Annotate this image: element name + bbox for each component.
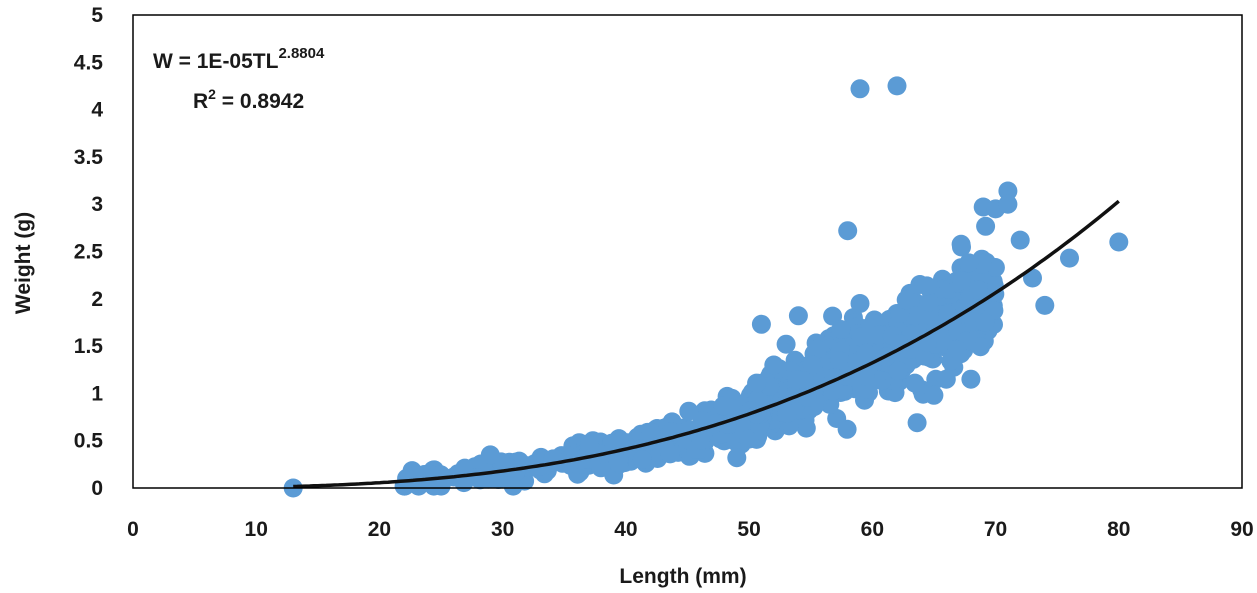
data-point	[777, 403, 797, 423]
data-point	[1010, 230, 1030, 250]
data-point	[907, 413, 927, 433]
data-point	[641, 423, 661, 442]
r-squared-prefix: R	[193, 90, 208, 113]
data-point	[1035, 295, 1055, 315]
y-tick-label: 0.5	[74, 430, 104, 453]
data-point	[802, 355, 822, 375]
y-tick-label: 1	[91, 382, 103, 405]
data-point	[947, 340, 967, 359]
data-point	[888, 361, 908, 381]
data-point	[580, 435, 599, 455]
data-point	[831, 320, 851, 339]
x-tick-label: 50	[737, 518, 760, 541]
data-point	[764, 355, 784, 375]
x-tick-label: 80	[1107, 518, 1130, 541]
data-point	[998, 194, 1018, 214]
data-point	[975, 312, 995, 332]
y-tick-label: 1.5	[74, 335, 104, 358]
r-squared-value: = 0.8942	[216, 90, 304, 113]
data-point	[887, 76, 907, 96]
x-tick-label: 10	[245, 518, 268, 541]
y-tick-label: 0	[91, 477, 103, 500]
data-point	[855, 366, 875, 386]
data-point	[1060, 248, 1079, 268]
y-tick-label: 3.5	[74, 146, 104, 169]
data-point	[917, 276, 937, 296]
data-point	[998, 181, 1018, 201]
data-point	[660, 444, 680, 464]
data-point	[747, 373, 767, 393]
x-tick-label: 20	[368, 518, 391, 541]
y-axis-title: Weight (g)	[12, 212, 35, 314]
data-point	[976, 216, 996, 236]
data-point	[480, 445, 500, 465]
data-point	[525, 454, 545, 473]
data-point	[591, 458, 611, 478]
y-tick-label: 5	[91, 4, 103, 27]
x-tick-label: 40	[614, 518, 637, 541]
data-point	[787, 370, 807, 390]
x-tick-label: 90	[1230, 518, 1253, 541]
x-tick-label: 60	[861, 518, 884, 541]
x-axis-ticks: 0 10 20 30 40 50 60 70 80 90	[127, 518, 1254, 541]
data-point	[1023, 268, 1042, 288]
data-point	[751, 314, 771, 334]
data-point	[632, 450, 652, 469]
plot-area-frame	[132, 14, 1243, 489]
data-point	[796, 418, 816, 438]
x-tick-label: 70	[984, 518, 1007, 541]
data-point	[919, 292, 939, 312]
scatter-points	[283, 76, 1129, 498]
data-point	[727, 448, 747, 468]
data-point	[969, 280, 988, 300]
data-point	[869, 325, 889, 345]
data-point	[830, 351, 849, 371]
data-point	[608, 453, 628, 472]
data-point	[905, 306, 925, 326]
y-tick-label: 2.5	[74, 241, 104, 264]
r-squared-label: R2 = 0.8942	[193, 86, 304, 113]
y-axis-ticks: 0 0.5 1 1.5 2 2.5 3 3.5 4 4.5 5	[74, 4, 104, 500]
data-point	[468, 468, 487, 487]
data-point	[1109, 232, 1129, 252]
data-point	[951, 234, 971, 254]
data-point	[961, 369, 981, 389]
data-point	[896, 290, 916, 310]
y-tick-label: 4	[91, 99, 103, 122]
data-point	[850, 79, 870, 99]
data-point	[856, 343, 876, 363]
r-squared-superscript: 2	[208, 86, 216, 102]
data-point	[851, 327, 871, 347]
data-point	[776, 334, 796, 354]
data-point	[679, 401, 699, 421]
data-point	[971, 337, 990, 357]
data-point	[691, 430, 711, 450]
x-tick-label: 30	[491, 518, 514, 541]
x-axis-title: Length (mm)	[619, 565, 746, 588]
equation-label: W = 1E-05TL2.8804	[153, 45, 325, 73]
equation-exponent: 2.8804	[278, 45, 325, 62]
data-point	[905, 373, 925, 393]
data-point	[850, 294, 870, 313]
y-tick-label: 3	[91, 193, 103, 216]
x-tick-label: 0	[127, 518, 139, 541]
equation-text: W = 1E-05TL	[153, 50, 279, 73]
y-tick-label: 4.5	[74, 51, 104, 74]
data-point	[924, 385, 944, 405]
data-point	[838, 221, 858, 241]
data-point	[807, 339, 827, 359]
data-point	[713, 396, 733, 416]
data-point	[959, 253, 979, 273]
trendline	[293, 199, 1120, 489]
data-point	[739, 429, 759, 449]
data-point	[952, 271, 971, 291]
data-point	[827, 409, 847, 428]
data-point	[788, 306, 808, 326]
y-tick-label: 2	[91, 288, 103, 311]
data-point	[936, 369, 956, 389]
data-point	[431, 476, 451, 496]
